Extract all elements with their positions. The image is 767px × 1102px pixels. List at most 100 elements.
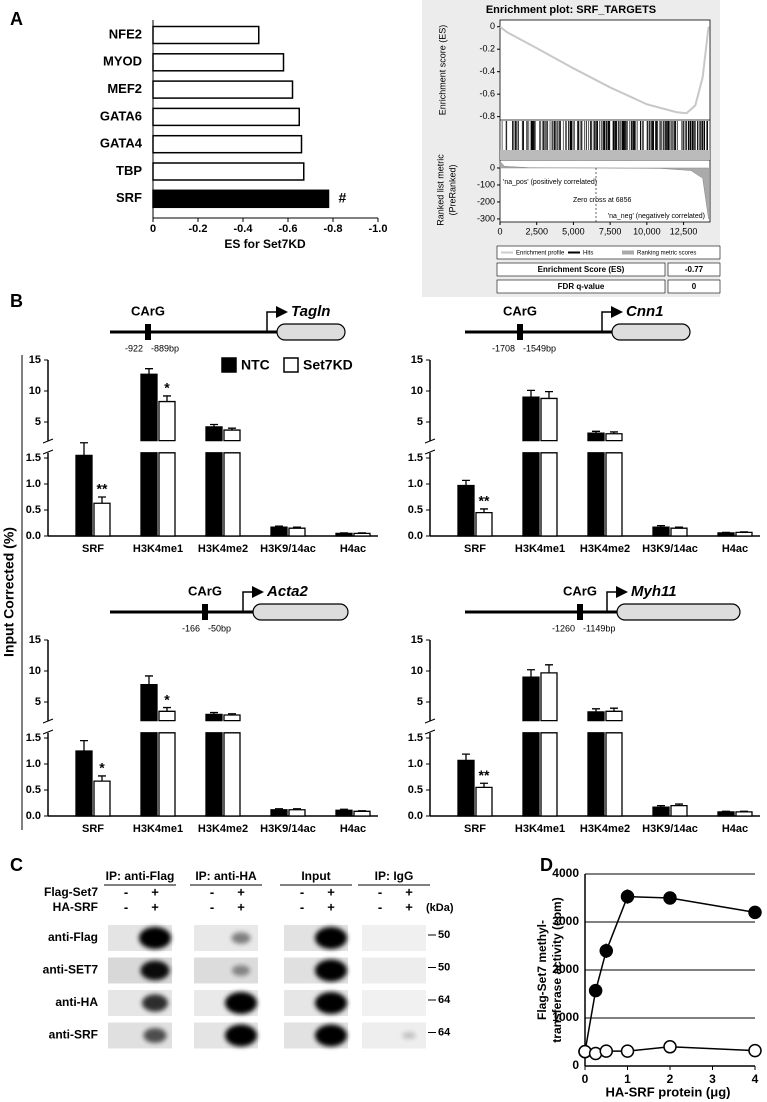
x-tick-label: H3K4me1 (133, 823, 183, 835)
error-bar (675, 526, 683, 529)
y-tick-label: 0 (490, 162, 495, 172)
significance: ** (479, 767, 490, 783)
error-bar (480, 782, 488, 788)
legend-box (496, 245, 721, 260)
bar (158, 710, 176, 817)
x-tick-label: 0 (150, 223, 156, 235)
axis-break (424, 718, 436, 724)
gene-body (276, 323, 346, 341)
axis-break (42, 449, 54, 455)
bar (75, 454, 93, 537)
y-tick-label: 15 (411, 634, 423, 646)
sign: - (300, 884, 304, 899)
sign: - (124, 899, 128, 914)
y-tick-label: 10 (411, 385, 423, 397)
annotation: 'na_neg' (negatively correlated) (608, 213, 705, 220)
bar (270, 809, 288, 817)
error-bar (527, 389, 535, 398)
error-bar (592, 708, 600, 712)
error-bar (145, 675, 153, 685)
group-label: IP: anti-Flag (106, 869, 175, 883)
sign: + (327, 899, 335, 914)
y-tick-label: 0.0 (408, 810, 423, 822)
error-bar (675, 803, 683, 806)
y-axis-label: (PreRanked) (447, 164, 457, 215)
x-tick-label: -0.2 (189, 223, 208, 235)
bar (522, 676, 540, 817)
bar (152, 80, 294, 99)
error-bar (163, 395, 171, 402)
error-bar (527, 669, 535, 678)
y-tick-label: 4000 (552, 866, 579, 880)
bar (652, 526, 670, 537)
point (663, 891, 677, 905)
point (620, 889, 635, 904)
y-tick-label: 0.5 (408, 784, 423, 796)
panel-label: B (10, 291, 23, 311)
bar (717, 532, 735, 537)
band (225, 1024, 257, 1047)
y-tick-label: 5 (417, 696, 423, 708)
x-tick-label: H3K9/14ac (642, 823, 698, 835)
error-bar (462, 753, 470, 761)
tss-arrow (242, 586, 264, 612)
sign: + (237, 884, 245, 899)
y-tick-label: -0.4 (479, 66, 495, 76)
bar (93, 780, 111, 817)
band (139, 927, 171, 949)
y-tick-label: 10 (411, 665, 423, 677)
band (402, 1031, 416, 1040)
gene-body (611, 323, 691, 341)
bar (223, 429, 241, 537)
y-tick-label: 1.5 (408, 452, 423, 464)
element-label: CArG (188, 583, 222, 598)
y-tick-label: 3000 (552, 914, 579, 928)
bar (205, 426, 223, 537)
table-cell (496, 279, 666, 294)
blot-lane (362, 957, 426, 984)
bar (140, 373, 158, 537)
y-tick-label: 0 (572, 1058, 579, 1072)
y-tick-label: 5 (35, 416, 41, 428)
x-tick-label: 3 (709, 1072, 716, 1086)
x-tick-label: 12,500 (670, 226, 698, 236)
error-bar (340, 532, 348, 534)
y-tick-label: 0.5 (26, 784, 41, 796)
x-tick-label: H3K9/14ac (260, 823, 316, 835)
legend-swatch (283, 357, 299, 373)
band (315, 992, 347, 1014)
blot-lane (362, 925, 426, 951)
error-bar (98, 496, 106, 504)
y-tick-label: 1.0 (26, 478, 41, 490)
x-tick-label: H4ac (340, 823, 366, 835)
x-tick-label: 0 (582, 1072, 589, 1086)
legend-label: NTC (241, 357, 270, 373)
gene-name: Acta2 (266, 583, 309, 600)
position-label: -50bp (208, 623, 231, 633)
group-label: Input (301, 869, 330, 883)
table-value: -0.77 (685, 265, 704, 274)
error-bar (545, 664, 553, 673)
size-marker: 50 (438, 961, 450, 973)
error-bar (610, 431, 618, 434)
y-tick-label: -100 (477, 179, 495, 189)
x-tick-label: H3K4me1 (515, 823, 565, 835)
rank-gradient (500, 150, 710, 160)
bar (652, 806, 670, 817)
x-tick-label: H3K9/14ac (260, 543, 316, 555)
antibody-label: anti-SRF (49, 1028, 98, 1042)
error-bar (462, 479, 470, 486)
bar (457, 484, 475, 537)
error-bar (210, 711, 218, 715)
y-tick-label: 0.0 (26, 810, 41, 822)
x-tick-label: H3K4me2 (198, 823, 248, 835)
gene-body (616, 603, 741, 621)
y-tick-label: 1.0 (408, 478, 423, 490)
bar-marker: # (339, 190, 347, 206)
band (315, 959, 347, 982)
point (748, 905, 762, 920)
bar (152, 25, 260, 45)
x-tick-label: 0 (497, 226, 502, 236)
legend-label: Enrichment profile (516, 251, 565, 257)
bar (270, 526, 288, 537)
